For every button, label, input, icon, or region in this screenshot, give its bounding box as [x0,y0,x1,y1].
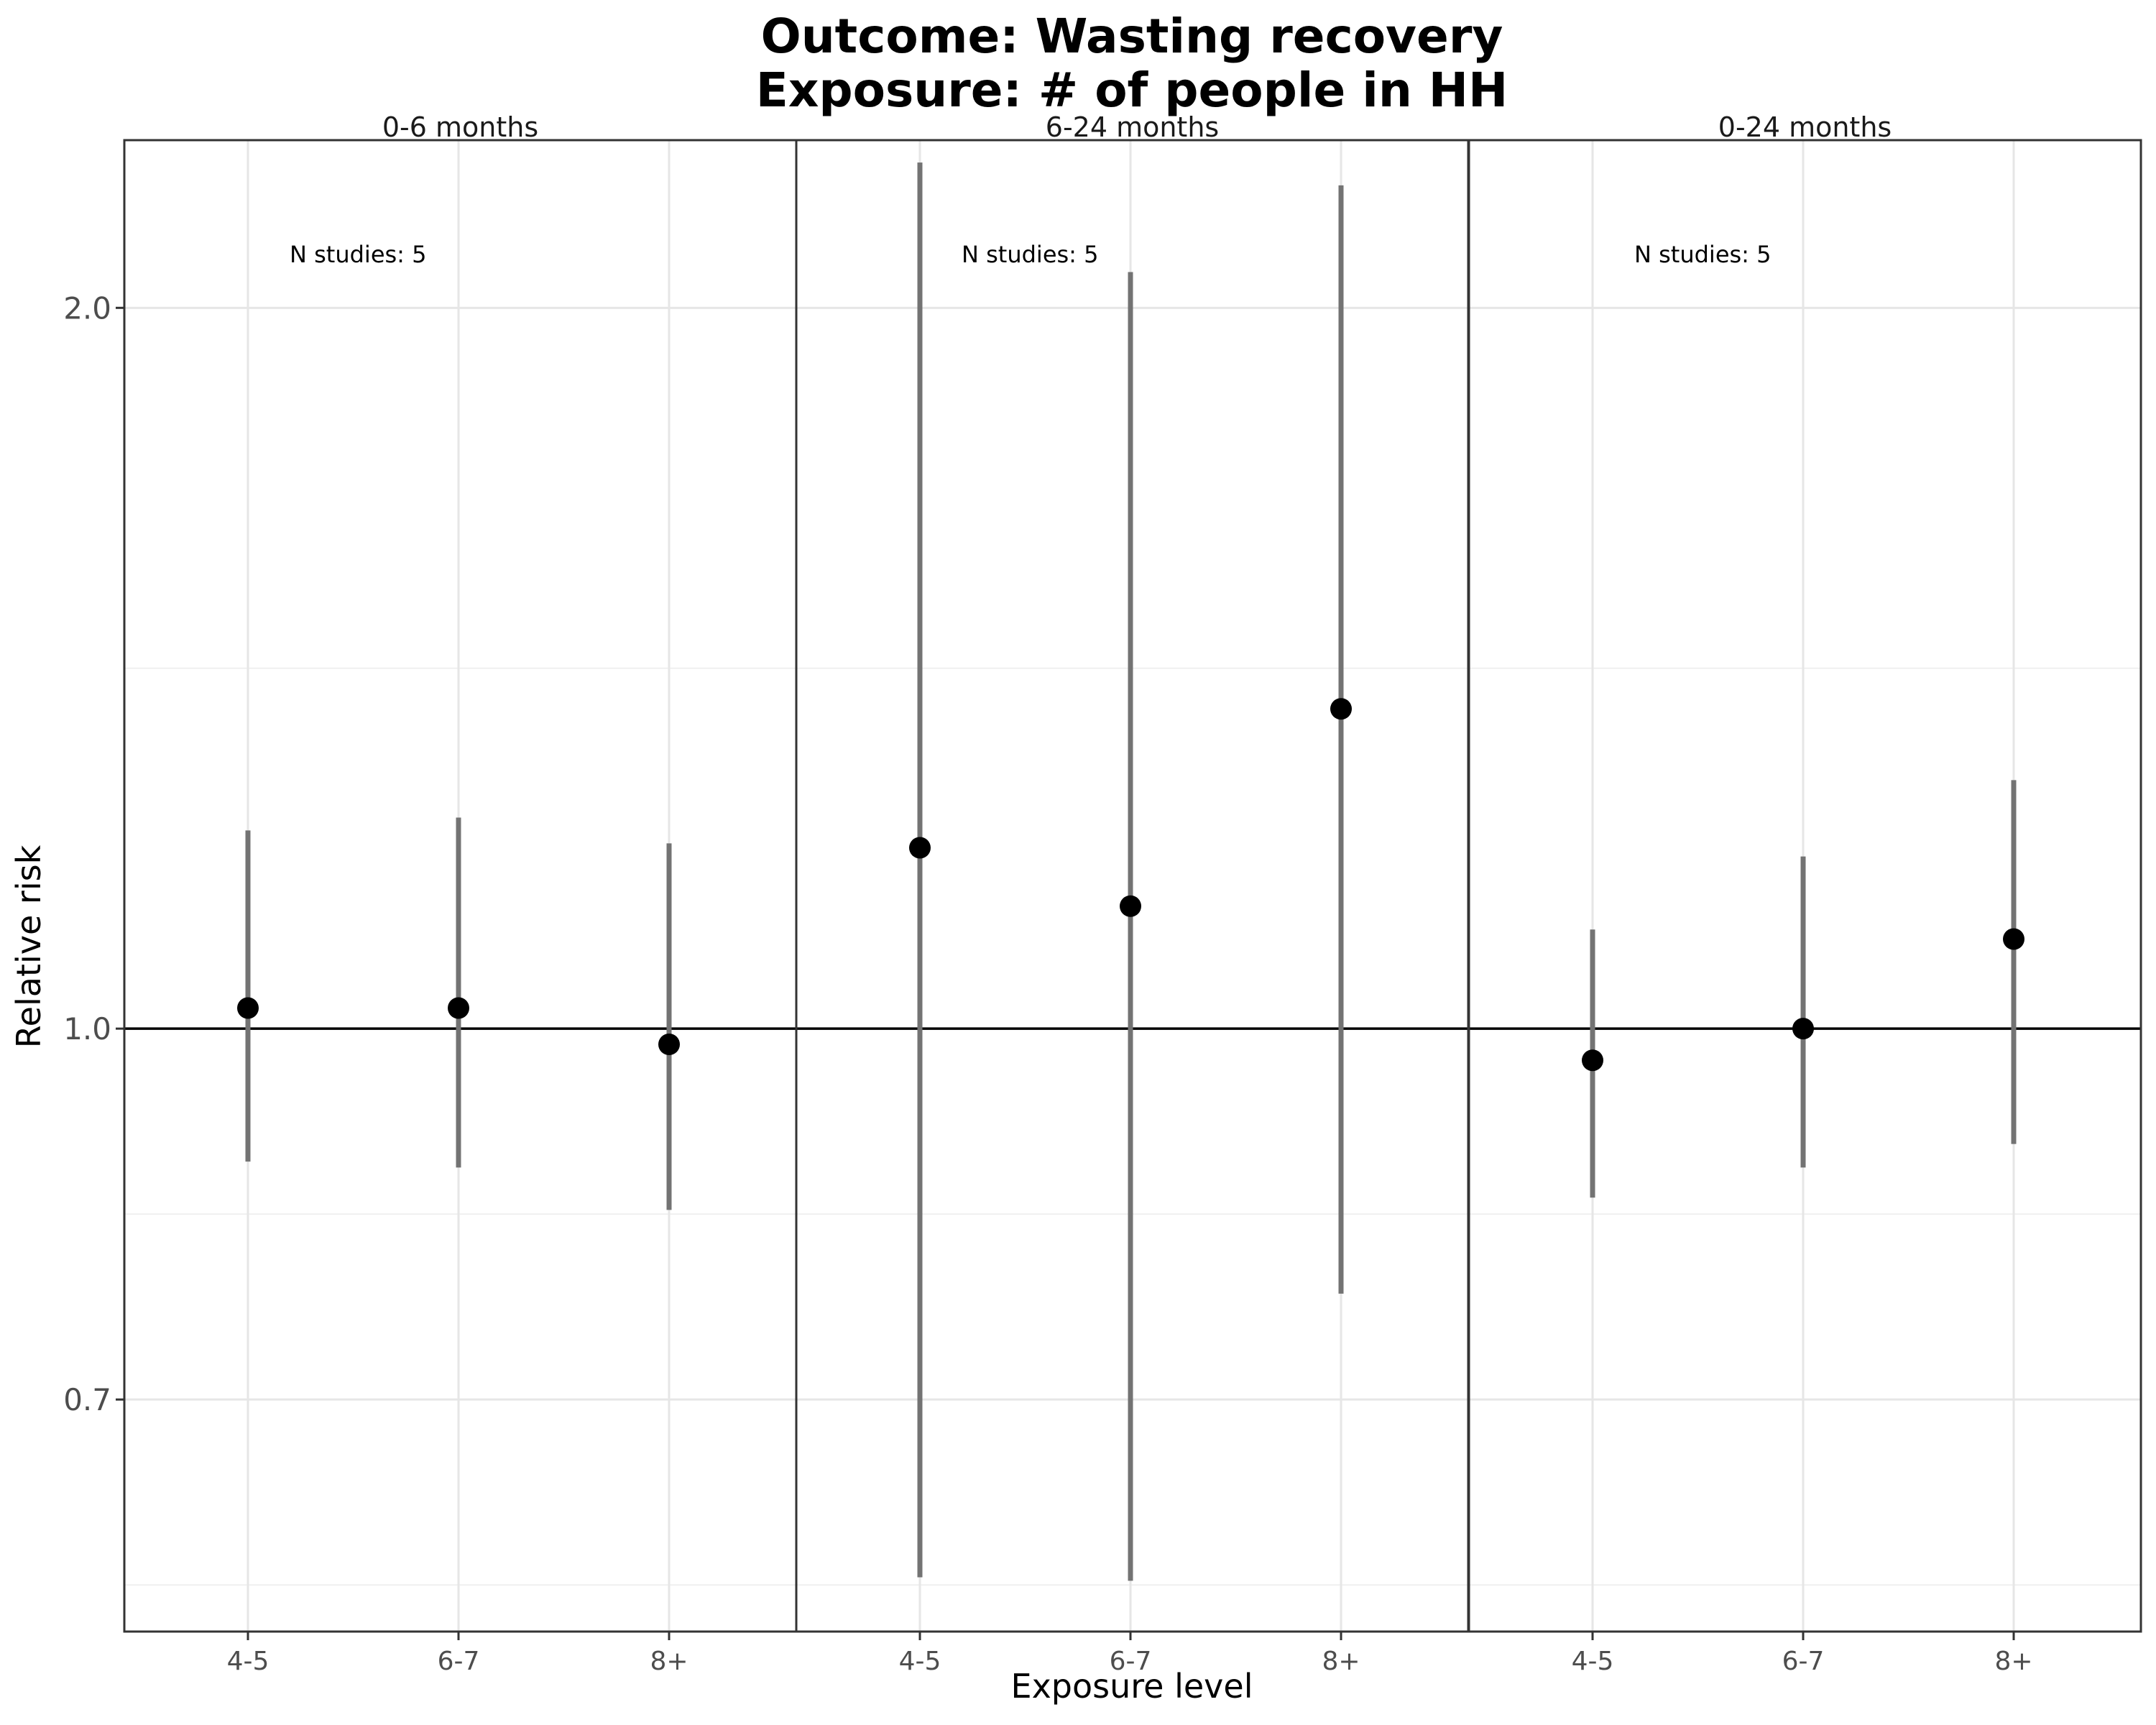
y-tick-label: 1.0 [63,1011,111,1046]
x-axis: 4-5 6-7 8+ 4-5 6-7 8+ 4-5 6-7 8+ [227,1632,2033,1676]
chart-title-line-1: Outcome: Wasting recovery [761,9,1503,64]
x-tick-label: 8+ [1322,1647,1360,1676]
point-estimate-4-5 [909,837,931,859]
point-estimate-6-7 [1120,895,1141,917]
x-tick-label: 8+ [650,1647,688,1676]
point-estimate-6-7 [448,997,469,1019]
y-tick-label: 0.7 [63,1382,111,1417]
point-estimate-4-5 [1582,1049,1603,1072]
panel-strip-label: 0-6 months [382,111,538,143]
panel-3: 0-24 months N studies: 5 [1468,111,2142,1633]
n-studies-annotation: N studies: 5 [1634,241,1771,268]
panel-1: 0-6 months N studies: 5 [123,111,798,1633]
x-tick-label: 4-5 [899,1647,941,1676]
n-studies-annotation: N studies: 5 [290,241,426,268]
x-tick-label: 8+ [1994,1647,2032,1676]
x-tick-label: 4-5 [227,1647,270,1676]
point-estimate-8+ [658,1034,680,1056]
panels: 0-6 months N studies: 5 6-24 months N studi… [123,111,2142,1633]
panel-2: 6-24 months N studies: 5 [795,111,1470,1633]
y-axis: 0.7 1.0 2.0 [63,290,124,1417]
point-estimate-6-7 [1792,1018,1814,1040]
point-estimate-4-5 [237,997,259,1019]
y-tick-label: 2.0 [63,290,111,326]
n-studies-annotation: N studies: 5 [962,241,1098,268]
x-axis-label: Exposure level [1011,1667,1253,1706]
y-axis-label: Relative risk [9,845,48,1048]
x-tick-label: 6-7 [1782,1647,1825,1676]
panel-strip-label: 6-24 months [1046,111,1219,143]
panel-strip-label: 0-24 months [1718,111,1892,143]
point-estimate-8+ [2003,928,2024,950]
chart-title-line-2: Exposure: # of people in HH [756,63,1508,118]
x-tick-label: 6-7 [1110,1647,1152,1676]
x-tick-label: 6-7 [438,1647,480,1676]
point-estimate-8+ [1330,698,1352,720]
panel-border [1468,139,2142,1633]
x-tick-label: 4-5 [1572,1647,1614,1676]
